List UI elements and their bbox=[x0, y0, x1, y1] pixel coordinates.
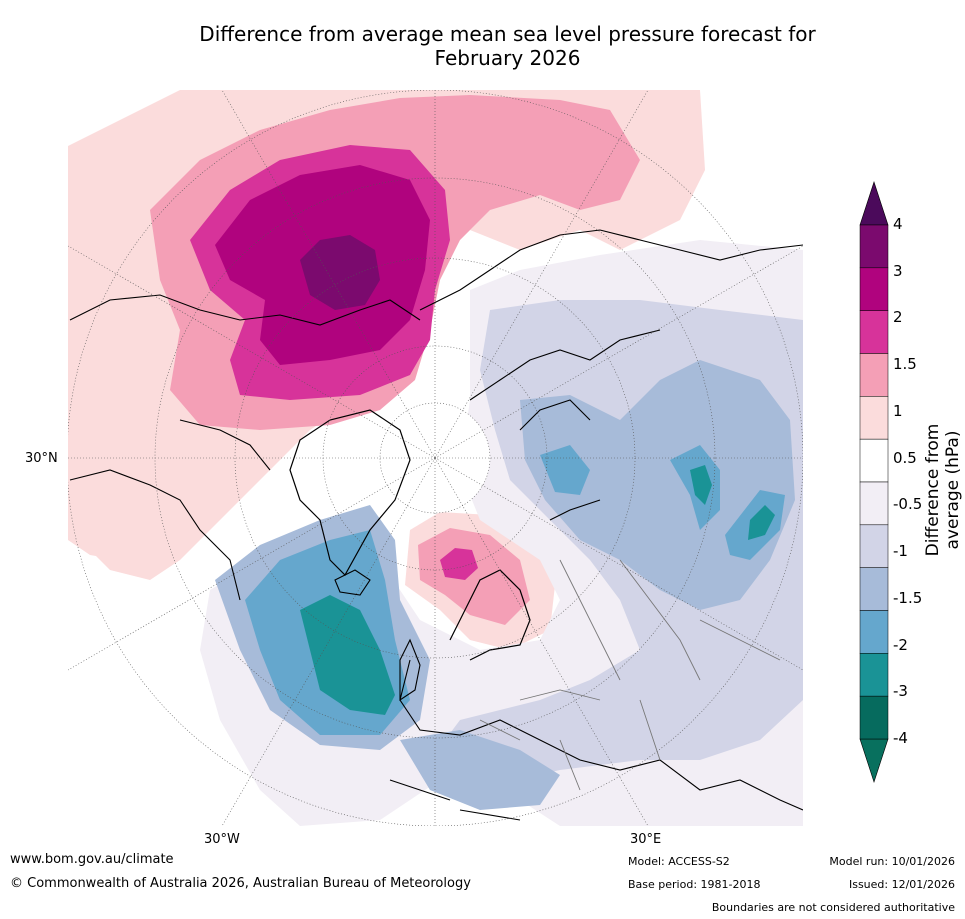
colorbar-tick-label: 3 bbox=[893, 261, 903, 280]
colorbar-tick-label: 1.5 bbox=[893, 355, 917, 374]
anomaly-region-scandinavia-3 bbox=[440, 548, 478, 580]
colorbar-tick-label: -1 bbox=[893, 542, 908, 561]
colorbar-axis-title: Difference from average (hPa) bbox=[923, 423, 963, 557]
colorbar-segment bbox=[859, 267, 889, 311]
footer-model-run: Model run: 10/01/2026 bbox=[829, 855, 955, 868]
lat-label-30n: 30°N bbox=[25, 451, 58, 466]
colorbar-tick-label: -4 bbox=[893, 729, 908, 747]
colorbar-segment bbox=[859, 396, 889, 440]
footer-disclaimer: Boundaries are not considered authoritat… bbox=[711, 901, 955, 914]
footer-url[interactable]: www.bom.gov.au/climate bbox=[10, 852, 174, 867]
colorbar-tick-label: -0.5 bbox=[893, 495, 923, 514]
country-borders bbox=[479, 559, 781, 791]
colorbar-tick-label: 4 bbox=[893, 215, 903, 233]
anomaly-region-europe-neg bbox=[400, 730, 560, 810]
coastline-europe bbox=[389, 659, 803, 821]
colorbar-segment bbox=[859, 481, 889, 526]
colorbar-segment bbox=[859, 353, 889, 397]
colorbar-tick-label: 2 bbox=[893, 308, 903, 327]
colorbar-segment bbox=[859, 310, 889, 354]
colorbar-tick-label: 1 bbox=[893, 401, 903, 420]
title-line-2: February 2026 bbox=[434, 46, 581, 70]
anomaly-region-pink-4 bbox=[300, 235, 380, 310]
chart-title: Difference from average mean sea level p… bbox=[140, 22, 875, 70]
lon-label-30w: 30°W bbox=[204, 832, 240, 847]
colorbar-tick-label: -3 bbox=[893, 682, 908, 701]
coastline-scandinavia bbox=[449, 569, 531, 661]
anomaly-region-eurasia-neg-15 bbox=[520, 360, 795, 610]
coastline-alaska-asia bbox=[419, 229, 803, 311]
coastline-british-isles bbox=[399, 638, 421, 702]
colorbar-segment bbox=[859, 224, 889, 269]
anomaly-region-eurasia-neg-3b bbox=[748, 505, 775, 540]
anomaly-region-atlantic-neg-3 bbox=[300, 595, 395, 715]
colorbar-extend-over bbox=[859, 181, 889, 226]
colorbar-segment bbox=[859, 695, 889, 740]
colorbar-tick-label: 0.5 bbox=[893, 448, 917, 467]
lon-label-30e: 30°E bbox=[630, 832, 662, 847]
title-line-1: Difference from average mean sea level p… bbox=[199, 22, 816, 46]
colorbar-tick-label: -2 bbox=[893, 635, 908, 654]
colorbar bbox=[859, 181, 889, 783]
footer-copyright: © Commonwealth of Australia 2026, Austra… bbox=[10, 876, 471, 891]
anomaly-region-scandinavia-2 bbox=[418, 528, 530, 625]
anomaly-region-pink-light-west bbox=[68, 410, 200, 560]
colorbar-segment bbox=[859, 610, 889, 654]
colorbar-extend-under bbox=[859, 738, 889, 783]
colorbar-segment bbox=[859, 524, 889, 568]
anomaly-region-eurasia-neg-2 bbox=[540, 445, 590, 495]
colorbar-segment bbox=[859, 653, 889, 697]
map-area bbox=[68, 90, 803, 826]
colorbar-tick-label: -1.5 bbox=[893, 588, 923, 607]
footer-issued: Issued: 12/01/2026 bbox=[848, 878, 955, 891]
coastline-siberia bbox=[469, 329, 661, 521]
anomaly-region-eurasia-neg-3a bbox=[690, 465, 712, 505]
coastline-north-america bbox=[69, 294, 421, 601]
graticule bbox=[68, 90, 803, 826]
coastline-iceland bbox=[334, 569, 371, 596]
footer-model: Model: ACCESS-S2 bbox=[628, 855, 730, 868]
footer-base-period: Base period: 1981-2018 bbox=[628, 878, 761, 891]
colorbar-segment bbox=[859, 567, 889, 611]
colorbar-segment bbox=[859, 438, 889, 483]
